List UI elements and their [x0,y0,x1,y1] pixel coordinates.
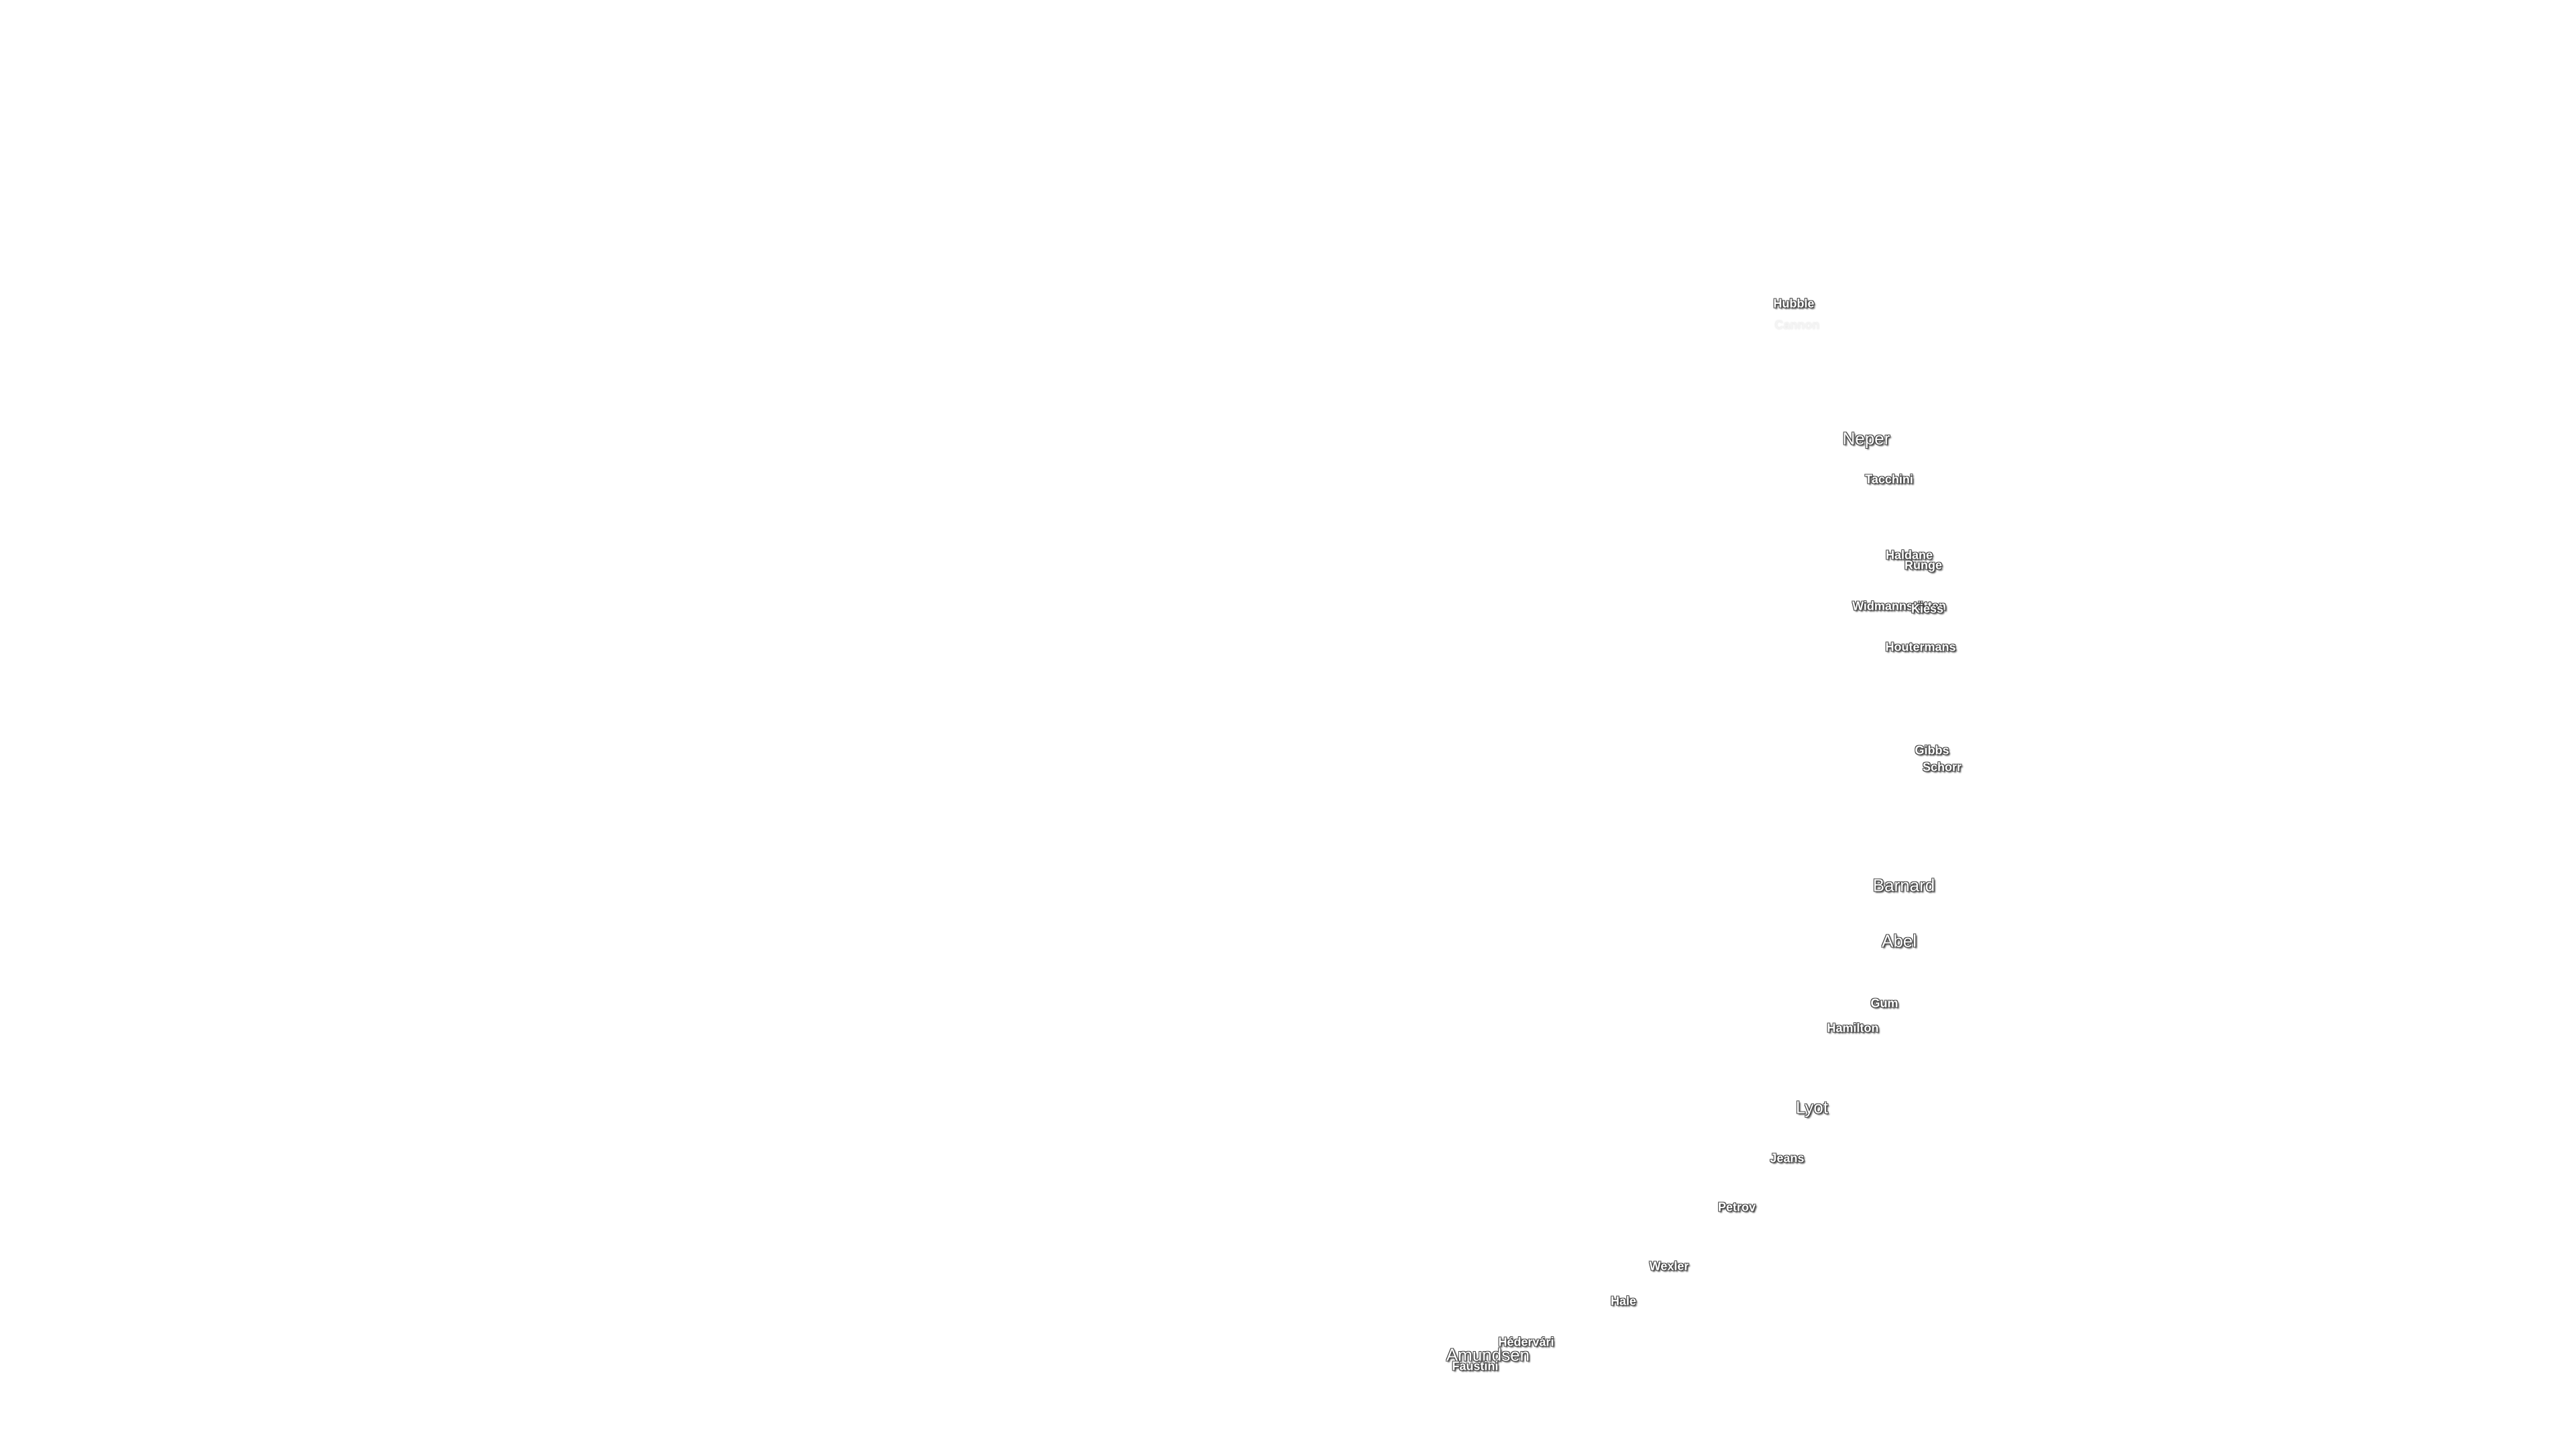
crater-label[interactable]: Hédervári [1498,1335,1554,1349]
crater-label[interactable]: Widmannstätten [1852,599,1946,613]
crater-label[interactable]: Lyot [1795,1097,1829,1118]
crater-label[interactable]: Faustini [1452,1359,1499,1373]
crater-label[interactable]: Neper [1842,428,1890,449]
crater-label[interactable]: Gum [1870,996,1898,1010]
crater-label[interactable]: Haldane [1885,548,1933,562]
crater-label[interactable]: Wexler [1649,1259,1689,1273]
crater-label[interactable]: Hamilton [1827,1021,1879,1035]
crater-label[interactable]: Petrov [1717,1200,1756,1214]
crater-label[interactable]: Jeans [1770,1151,1805,1165]
crater-label[interactable]: Schorr [1922,760,1962,774]
crater-label[interactable]: Kiess [1911,602,1944,616]
crater-label[interactable]: Gibbs [1915,743,1949,757]
crater-label[interactable]: Hale [1610,1294,1637,1308]
crater-label[interactable]: Houtermans [1885,640,1956,654]
crater-label[interactable]: Tacchini [1865,472,1913,486]
crater-label[interactable]: Hubble [1773,297,1815,311]
crater-label[interactable]: Abel [1881,930,1917,951]
crater-label[interactable]: Cannon [1774,318,1820,332]
crater-label[interactable]: Barnard [1872,875,1935,896]
crater-label[interactable]: Amundsen [1446,1344,1530,1365]
crater-label[interactable]: Runge [1904,558,1942,572]
